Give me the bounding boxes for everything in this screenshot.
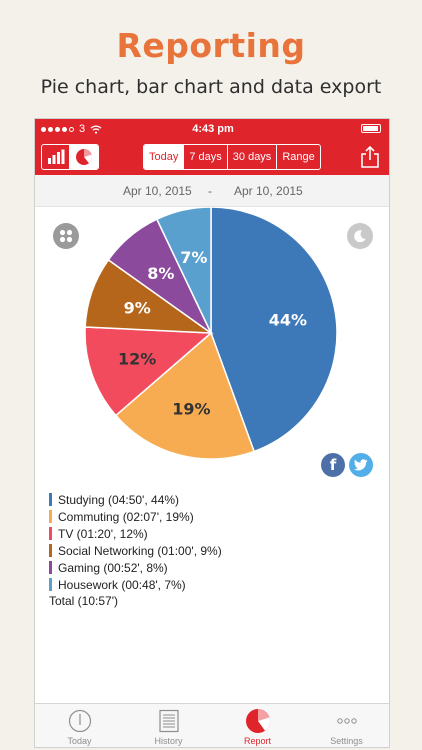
tab-settings[interactable]: Settings xyxy=(302,704,389,747)
legend-label: Commuting (02:07', 19%) xyxy=(58,509,194,524)
legend-item: Commuting (02:07', 19%) xyxy=(49,508,222,525)
legend-swatch xyxy=(49,578,52,591)
pie-chart-icon xyxy=(245,709,270,733)
pie-slice-commuting[interactable] xyxy=(114,331,256,460)
pie-slice-studying[interactable] xyxy=(210,206,338,453)
pie-chart-view-button[interactable] xyxy=(70,145,98,169)
status-time: 4:43 pm xyxy=(192,123,234,135)
moon-icon xyxy=(354,230,366,243)
end-date: Apr 10, 2015 xyxy=(234,184,303,198)
date-separator: - xyxy=(208,184,212,198)
pie-slice-housework[interactable] xyxy=(155,206,212,334)
battery-icon xyxy=(361,124,381,133)
pie-chart: 44% 19% 12% 9% 8% 7% xyxy=(84,206,338,460)
signal-dot-icon xyxy=(69,126,74,132)
chart-area: 44% 19% 12% 9% 8% 7% f xyxy=(35,206,389,487)
legend-swatch xyxy=(49,527,52,540)
signal-carrier: 3 xyxy=(41,123,102,135)
range-30-days-tab[interactable]: 30 days xyxy=(226,145,277,169)
legend-item: Gaming (00:52', 8%) xyxy=(49,559,222,576)
date-range-bar[interactable]: Apr 10, 2015 - Apr 10, 2015 xyxy=(35,175,389,207)
tab-today[interactable]: Today xyxy=(35,704,124,747)
range-7-days-tab[interactable]: 7 days xyxy=(183,145,226,169)
tab-label: Today xyxy=(67,736,92,746)
wifi-icon xyxy=(90,124,102,134)
legend-swatch xyxy=(49,510,52,523)
signal-dot-icon xyxy=(41,126,46,132)
clock-icon xyxy=(68,709,91,733)
status-bar: 3 4:43 pm xyxy=(35,119,389,139)
signal-dot-icon xyxy=(48,126,53,132)
facebook-share-button[interactable]: f xyxy=(321,453,345,477)
legend-label: TV (01:20', 12%) xyxy=(58,526,148,541)
legend-item: Social Networking (01:00', 9%) xyxy=(49,542,222,559)
phone-screen: 3 4:43 pm xyxy=(34,118,390,748)
legend-swatch xyxy=(49,493,52,506)
pie-label-gaming: 8% xyxy=(147,264,174,283)
legend-label: Social Networking (01:00', 9%) xyxy=(58,543,222,558)
legend-item: Housework (00:48', 7%) xyxy=(49,576,222,593)
more-dots-icon xyxy=(336,718,357,724)
twitter-share-button[interactable] xyxy=(349,453,373,477)
carrier-name: 3 xyxy=(79,123,86,135)
legend-label: Gaming (00:52', 8%) xyxy=(58,560,168,575)
tab-label: Report xyxy=(243,736,271,746)
bar-chart-view-button[interactable] xyxy=(42,145,71,169)
legend-swatch xyxy=(49,544,52,557)
tab-bar: Today History xyxy=(35,703,389,747)
pie-label-housework: 7% xyxy=(180,248,207,267)
pie-label-social-networking: 9% xyxy=(124,298,151,317)
tab-label: History xyxy=(154,736,183,746)
tab-label: Settings xyxy=(330,736,363,746)
promo-subtitle: Pie chart, bar chart and data export xyxy=(40,76,382,98)
chart-view-toggle xyxy=(41,144,99,170)
range-custom-tab[interactable]: Range xyxy=(276,145,319,169)
share-button[interactable] xyxy=(359,145,381,169)
legend-swatch xyxy=(49,561,52,574)
pie-label-studying: 44% xyxy=(269,310,307,329)
range-today-tab[interactable]: Today xyxy=(144,145,184,169)
start-date: Apr 10, 2015 xyxy=(123,184,192,198)
share-icon xyxy=(361,145,379,168)
signal-dot-icon xyxy=(62,126,67,132)
categories-button[interactable] xyxy=(53,223,79,249)
date-range-selector: Today 7 days 30 days Range xyxy=(143,144,321,170)
promo-title: Reporting xyxy=(116,26,306,65)
legend-total: Total (10:57') xyxy=(49,594,118,608)
twitter-icon xyxy=(354,459,368,471)
toolbar: Today 7 days 30 days Range xyxy=(35,139,389,175)
pie-label-tv: 12% xyxy=(118,350,156,369)
bar-chart-icon xyxy=(47,149,64,164)
legend-item: TV (01:20', 12%) xyxy=(49,525,222,542)
grid-icon xyxy=(59,229,73,243)
pie-label-commuting: 19% xyxy=(172,400,210,419)
tab-history[interactable]: History xyxy=(124,704,213,747)
legend-label: Studying (04:50', 44%) xyxy=(58,492,180,507)
legend-item: Studying (04:50', 44%) xyxy=(49,491,222,508)
night-mode-button[interactable] xyxy=(347,223,373,249)
legend-label: Housework (00:48', 7%) xyxy=(58,577,186,592)
pie-slice-tv[interactable] xyxy=(84,326,213,417)
signal-dot-icon xyxy=(55,126,60,132)
tab-report[interactable]: Report xyxy=(213,704,302,747)
notepad-icon xyxy=(158,709,179,733)
facebook-icon: f xyxy=(329,456,337,474)
chart-legend: Studying (04:50', 44%) Commuting (02:07'… xyxy=(49,491,222,610)
pie-chart-icon xyxy=(76,149,92,165)
